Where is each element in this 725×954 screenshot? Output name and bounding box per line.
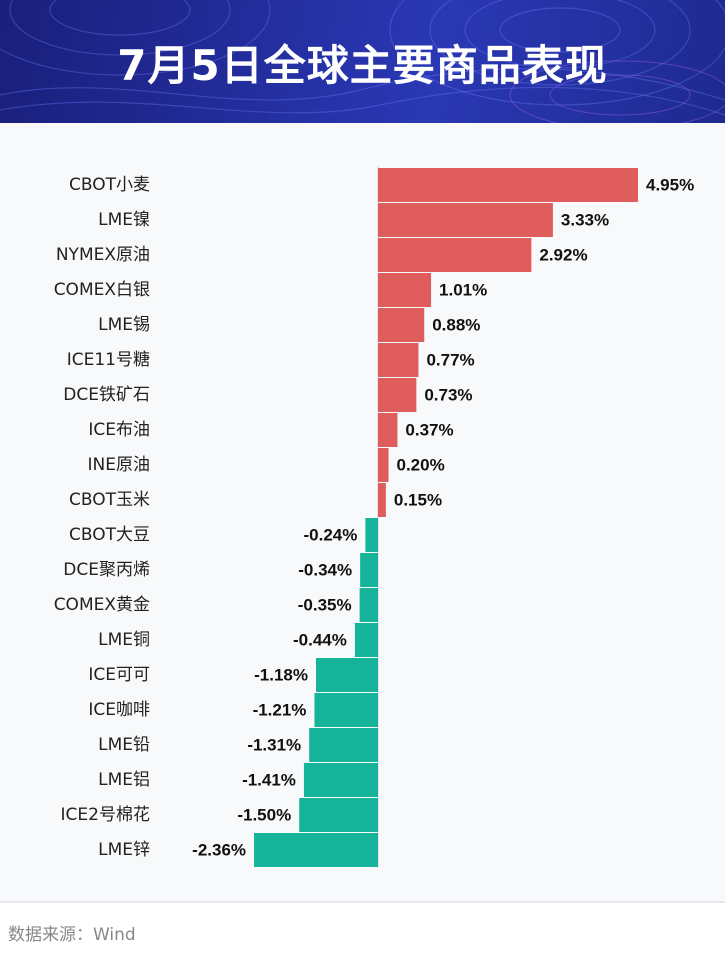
bar-9 — [378, 483, 386, 517]
value-label: -0.34% — [298, 561, 352, 580]
value-label: -1.21% — [253, 701, 307, 720]
category-label: COMEX白银 — [54, 280, 150, 300]
bar-16 — [309, 728, 378, 762]
bar-10 — [365, 518, 378, 552]
value-label: 0.88% — [432, 316, 480, 335]
category-label: LME镍 — [98, 210, 150, 230]
category-label: LME锌 — [98, 840, 150, 860]
category-label: ICE11号糖 — [67, 350, 150, 370]
category-label: CBOT玉米 — [69, 490, 150, 510]
category-label: DCE铁矿石 — [63, 385, 150, 405]
bar-19 — [254, 833, 378, 867]
bar-3 — [378, 273, 432, 307]
bar-17 — [303, 763, 378, 797]
value-label: -1.18% — [254, 666, 308, 685]
bar-8 — [378, 448, 389, 482]
value-label: -2.36% — [192, 841, 246, 860]
category-label: DCE聚丙烯 — [63, 560, 150, 580]
value-label: 1.01% — [439, 281, 487, 300]
category-label: LME铝 — [98, 770, 150, 790]
category-label: ICE可可 — [88, 665, 150, 685]
category-label: CBOT小麦 — [69, 175, 150, 195]
category-label: LME锡 — [98, 315, 150, 335]
category-label: INE原油 — [88, 455, 150, 475]
value-label: -0.44% — [293, 631, 347, 650]
bar-0 — [378, 168, 638, 202]
value-label: 0.15% — [394, 491, 442, 510]
value-label: -1.41% — [242, 771, 296, 790]
category-label: ICE2号棉花 — [61, 805, 150, 825]
bar-2 — [378, 238, 532, 272]
category-label: ICE咖啡 — [88, 700, 150, 720]
value-label: -1.31% — [247, 736, 301, 755]
source-note: 数据来源：Wind — [8, 925, 136, 945]
category-label: LME铅 — [98, 735, 150, 755]
category-label: COMEX黄金 — [54, 595, 150, 615]
category-label: LME铜 — [98, 630, 150, 650]
value-label: 3.33% — [561, 211, 609, 230]
bar-4 — [378, 308, 425, 342]
value-label: 0.37% — [405, 421, 453, 440]
bar-15 — [314, 693, 378, 727]
bar-5 — [378, 343, 419, 377]
bar-13 — [354, 623, 378, 657]
value-label: 0.77% — [426, 351, 474, 370]
value-label: 0.20% — [397, 456, 445, 475]
bar-12 — [359, 588, 378, 622]
bar-chart: CBOT小麦 4.95% LME镍 3.33% NYMEX原油 2.92% COMEX白银 1… — [54, 166, 694, 868]
value-label: -1.50% — [237, 806, 291, 825]
bar-1 — [378, 203, 553, 237]
chart-panel: CBOT小麦 4.95% LME镍 3.33% NYMEX原油 2.92% COMEX白银 1… — [0, 123, 725, 903]
value-label: 4.95% — [646, 176, 694, 195]
bar-6 — [378, 378, 417, 412]
category-label: ICE布油 — [88, 420, 150, 440]
bar-7 — [378, 413, 398, 447]
bar-14 — [316, 658, 378, 692]
bar-11 — [360, 553, 378, 587]
value-label: -0.35% — [298, 596, 352, 615]
category-label: CBOT大豆 — [69, 525, 150, 545]
header-banner: 7月5日全球主要商品表现 — [0, 0, 725, 123]
category-label: NYMEX原油 — [56, 245, 150, 265]
value-label: 0.73% — [424, 386, 472, 405]
page-title: 7月5日全球主要商品表现 — [117, 41, 608, 90]
bar-18 — [299, 798, 378, 832]
value-label: -0.24% — [304, 526, 358, 545]
value-label: 2.92% — [539, 246, 587, 265]
topographic-pattern-icon — [0, 0, 725, 123]
